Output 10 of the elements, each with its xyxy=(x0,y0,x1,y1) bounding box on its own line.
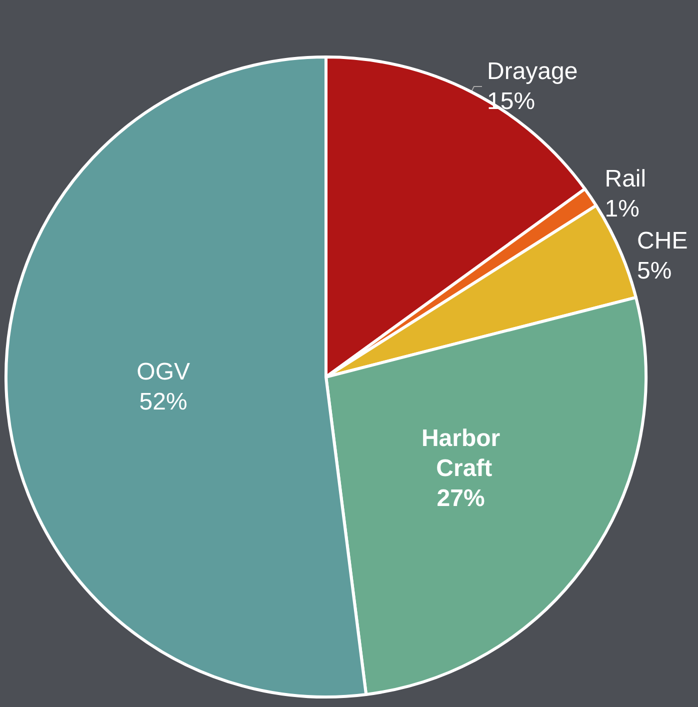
slice-label: Harbor Craft xyxy=(421,425,500,482)
slice-label: Rail xyxy=(604,165,646,192)
data-label: 15% xyxy=(487,88,536,116)
slice-label: OGV xyxy=(136,358,190,386)
data-label: 52% xyxy=(139,388,188,416)
slice-label: CHE xyxy=(637,227,688,254)
data-label: 1% xyxy=(604,195,640,222)
data-label: 27% xyxy=(436,485,485,512)
slice-label: Drayage xyxy=(487,58,578,86)
data-label: 5% xyxy=(637,257,672,284)
